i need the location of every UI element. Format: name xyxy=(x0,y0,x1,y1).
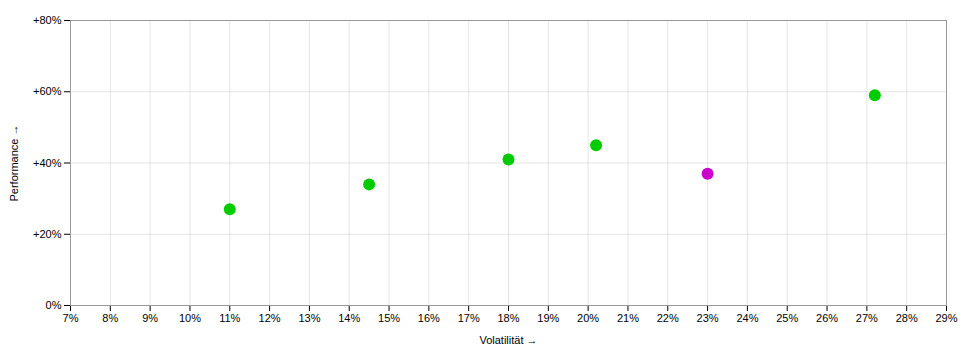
svg-text:0%: 0% xyxy=(46,299,62,311)
svg-text:26%: 26% xyxy=(816,312,838,324)
svg-text:10%: 10% xyxy=(179,312,201,324)
svg-text:Performance →: Performance → xyxy=(8,124,20,201)
svg-text:28%: 28% xyxy=(896,312,918,324)
svg-text:12%: 12% xyxy=(259,312,281,324)
svg-text:14%: 14% xyxy=(338,312,360,324)
svg-text:16%: 16% xyxy=(418,312,440,324)
svg-text:15%: 15% xyxy=(378,312,400,324)
svg-text:19%: 19% xyxy=(537,312,559,324)
svg-text:27%: 27% xyxy=(856,312,878,324)
svg-text:13%: 13% xyxy=(298,312,320,324)
svg-text:25%: 25% xyxy=(776,312,798,324)
svg-text:11%: 11% xyxy=(219,312,240,324)
svg-text:22%: 22% xyxy=(657,312,679,324)
svg-text:18%: 18% xyxy=(497,312,519,324)
svg-text:+80%: +80% xyxy=(33,14,62,26)
svg-text:24%: 24% xyxy=(736,312,758,324)
svg-text:+20%: +20% xyxy=(33,228,62,240)
svg-text:20%: 20% xyxy=(577,312,599,324)
svg-text:29%: 29% xyxy=(935,312,957,324)
svg-text:8%: 8% xyxy=(102,312,118,324)
svg-text:23%: 23% xyxy=(697,312,719,324)
svg-text:21%: 21% xyxy=(617,312,639,324)
svg-text:7%: 7% xyxy=(63,312,79,324)
svg-text:9%: 9% xyxy=(142,312,158,324)
svg-text:+40%: +40% xyxy=(33,157,62,169)
svg-text:+60%: +60% xyxy=(33,85,62,97)
svg-text:Volatilität →: Volatilität → xyxy=(479,334,537,346)
svg-text:17%: 17% xyxy=(458,312,480,324)
